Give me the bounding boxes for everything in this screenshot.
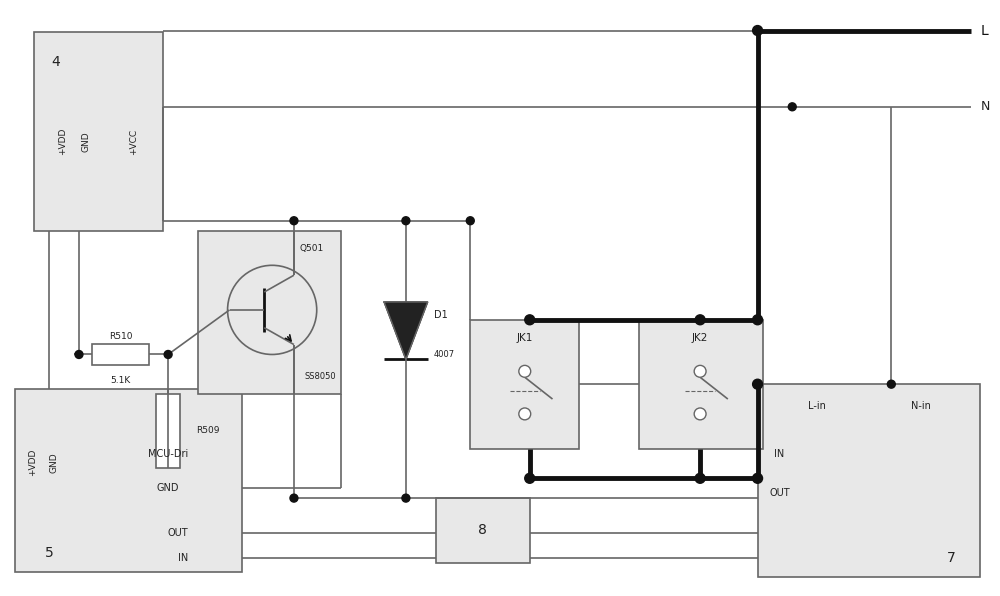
Bar bbox=[92, 343, 149, 365]
Bar bbox=[156, 394, 180, 468]
Text: IN: IN bbox=[774, 449, 784, 458]
Circle shape bbox=[519, 365, 531, 377]
Text: R509: R509 bbox=[196, 426, 219, 435]
Text: N-in: N-in bbox=[911, 401, 931, 411]
Text: R510: R510 bbox=[109, 332, 132, 341]
Text: L: L bbox=[980, 23, 988, 38]
Text: GND: GND bbox=[81, 131, 90, 152]
Circle shape bbox=[402, 494, 410, 502]
Text: GND: GND bbox=[157, 483, 179, 493]
Text: JK2: JK2 bbox=[692, 333, 708, 343]
Text: MCU-Dri: MCU-Dri bbox=[148, 449, 188, 458]
Text: L-in: L-in bbox=[808, 401, 826, 411]
Circle shape bbox=[525, 315, 535, 325]
Bar bbox=[436, 498, 530, 563]
Circle shape bbox=[695, 473, 705, 483]
Text: +VDD: +VDD bbox=[58, 128, 67, 155]
Bar bbox=[34, 33, 163, 231]
Circle shape bbox=[694, 365, 706, 377]
Circle shape bbox=[788, 103, 796, 111]
Circle shape bbox=[164, 350, 172, 358]
Circle shape bbox=[466, 217, 474, 225]
Text: SS8050: SS8050 bbox=[305, 372, 337, 381]
Text: 5.1K: 5.1K bbox=[110, 375, 131, 385]
Circle shape bbox=[694, 408, 706, 420]
Circle shape bbox=[887, 380, 895, 388]
Text: +VDD: +VDD bbox=[28, 449, 37, 476]
Circle shape bbox=[75, 350, 83, 358]
Text: IN: IN bbox=[178, 552, 188, 563]
Bar bbox=[15, 389, 242, 572]
Bar bbox=[639, 320, 763, 449]
Bar bbox=[198, 231, 341, 394]
Circle shape bbox=[753, 379, 763, 389]
Text: +VCC: +VCC bbox=[129, 128, 138, 154]
Circle shape bbox=[290, 217, 298, 225]
Text: OUT: OUT bbox=[769, 488, 790, 498]
Circle shape bbox=[525, 473, 535, 483]
Circle shape bbox=[753, 473, 763, 483]
Bar bbox=[470, 320, 579, 449]
Circle shape bbox=[695, 315, 705, 325]
Circle shape bbox=[402, 217, 410, 225]
Circle shape bbox=[753, 26, 763, 36]
Text: JK1: JK1 bbox=[517, 333, 533, 343]
Text: 4: 4 bbox=[52, 55, 61, 69]
Text: N: N bbox=[980, 100, 990, 113]
Text: 5: 5 bbox=[45, 545, 54, 560]
Circle shape bbox=[753, 315, 763, 325]
Polygon shape bbox=[384, 302, 428, 359]
Text: 4007: 4007 bbox=[434, 350, 455, 359]
Circle shape bbox=[519, 408, 531, 420]
Circle shape bbox=[290, 494, 298, 502]
Text: D1: D1 bbox=[434, 310, 447, 320]
Bar bbox=[758, 384, 980, 578]
Text: 7: 7 bbox=[946, 551, 955, 564]
Text: GND: GND bbox=[50, 452, 59, 473]
Text: Q501: Q501 bbox=[299, 244, 324, 253]
Text: OUT: OUT bbox=[167, 528, 188, 538]
Text: 8: 8 bbox=[478, 523, 487, 538]
